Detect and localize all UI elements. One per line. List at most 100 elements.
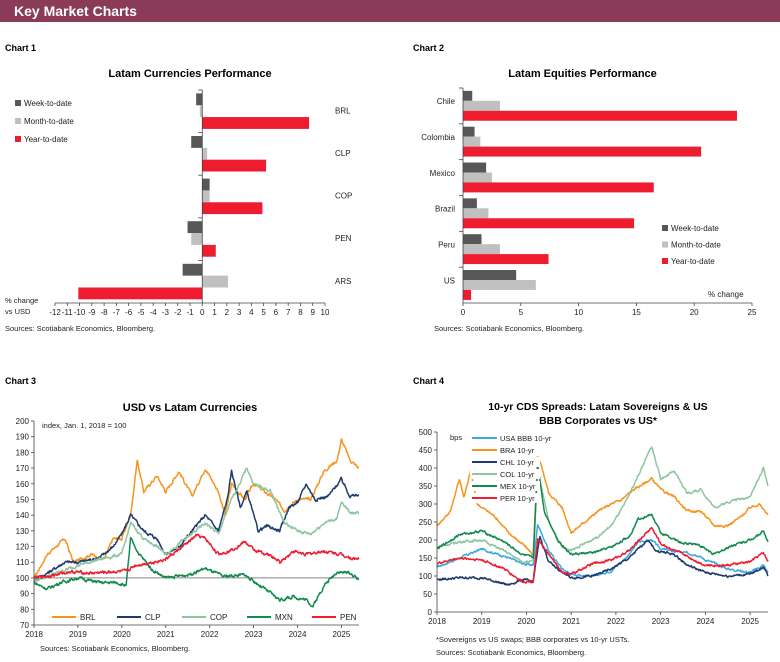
legend-bg [470,457,540,467]
footnote: *Sovereigns vs US swaps; BBB corporates … [436,635,629,644]
x-tick-label: 2022 [607,617,625,626]
legend-bg [470,481,540,491]
series-line-mxn [33,536,360,608]
x-tick-label: 1 [212,308,217,317]
x-tick-label: 2024 [289,630,307,639]
x-tick-label: 25 [748,308,757,317]
x-tick-label: 10 [321,308,330,317]
x-tick-label: 2023 [652,617,670,626]
x-tick-label: 0 [461,308,466,317]
legend-swatch [662,225,668,231]
legend-label: USA BBB 10-yr [500,434,552,443]
bar-clp-week-to-date [191,136,203,148]
y-tick-label: 450 [419,446,433,455]
chart-4-label: Chart 4 [413,376,445,386]
y-tick-label: 200 [419,536,433,545]
source-note: Sources: Scotiabank Economics, Bloomberg… [436,648,586,657]
x-tick-label: -7 [113,308,121,317]
chart-title-line-1: 10-yr CDS Spreads: Latam Sovereigns & US [488,401,707,413]
x-tick-label: 7 [286,308,291,317]
category-label: COP [335,192,352,201]
bar-brl-year-to-date [202,117,310,129]
x-tick-label: -5 [137,308,145,317]
legend-swatch [662,258,668,264]
x-axis-label: % change [708,290,744,299]
legend-bg [470,493,540,503]
y-tick-label: 150 [419,554,433,563]
x-tick-label: 2025 [741,617,759,626]
series-line-mex-10-yr [436,463,769,559]
bar-brl-week-to-date [196,93,203,106]
x-tick-label: 2019 [473,617,491,626]
category-label: Chile [437,97,456,106]
category-label: Colombia [421,133,455,142]
category-label: Mexico [430,169,456,178]
category-label: ARS [335,277,351,286]
legend-label: Week-to-date [671,224,719,233]
x-tick-label: 20 [690,308,699,317]
y-tick-label: 350 [419,482,433,491]
bar-peru-year-to-date [463,254,549,265]
x-tick-label: -1 [186,308,194,317]
y-tick-label: 150 [16,495,30,504]
y-tick-label: 80 [20,605,29,614]
y-tick-label: 50 [423,590,432,599]
y-tick-label: 160 [16,480,30,489]
legend-label: BRL [80,613,96,622]
bar-us-month-to-date [463,279,536,290]
y-tick-label: 90 [20,590,29,599]
category-label: BRL [335,106,351,115]
legend-label: PER 10-yr [500,494,535,503]
x-tick-label: -6 [125,308,133,317]
bar-cop-year-to-date [202,202,263,215]
legend-label: MEX 10-yr [500,482,536,491]
x-tick-label: 2023 [245,630,263,639]
series-line-per-10-yr [436,526,769,584]
bar-cop-month-to-date [202,190,210,203]
source-note: Sources: Scotiabank Economics, Bloomberg… [40,644,190,653]
chart-note: index, Jan. 1, 2018 = 100 [42,421,126,430]
x-tick-label: -2 [174,308,182,317]
bar-colombia-month-to-date [463,136,481,147]
x-tick-label: -10 [74,308,86,317]
source-note: Sources: Scotiabank Economics, Bloomberg… [5,324,155,333]
legend-label: CLP [145,613,161,622]
x-tick-label: 2020 [518,617,536,626]
series-line-cop [33,467,360,583]
y-tick-label: 250 [419,518,433,527]
legend-label: COP [210,613,227,622]
category-label: Brazil [435,205,455,214]
legend-label: BRA 10-yr [500,446,535,455]
x-tick-label: 5 [261,308,266,317]
bar-us-week-to-date [463,270,517,280]
y-tick-label: 0 [428,608,433,617]
x-tick-label: -4 [150,308,158,317]
bar-ars-month-to-date [202,275,229,288]
y-tick-label: 140 [16,511,30,520]
x-tick-label: 2025 [333,630,351,639]
bar-chile-month-to-date [463,100,500,111]
bar-pen-month-to-date [191,233,203,245]
bar-ars-week-to-date [182,263,203,276]
bar-brazil-week-to-date [463,198,477,209]
bar-mexico-month-to-date [463,172,492,183]
bar-peru-week-to-date [463,234,482,245]
legend-label: Year-to-date [24,135,68,144]
x-tick-label: -12 [49,308,61,317]
y-tick-label: 100 [419,572,433,581]
chart-title: USD vs Latam Currencies [123,402,258,414]
bar-chile-week-to-date [463,90,473,101]
series-line-brl [33,438,360,578]
series-line-chl-10-yr [436,535,769,586]
x-tick-label: 2024 [696,617,714,626]
bar-pen-week-to-date [187,221,203,234]
bar-mexico-year-to-date [463,182,654,193]
y-tick-label: 130 [16,527,30,536]
page-title: Key Market Charts [14,3,137,19]
x-tick-label: -3 [162,308,170,317]
y-tick-label: 400 [419,464,433,473]
x-tick-label: 4 [249,308,254,317]
x-tick-label: 2020 [113,630,131,639]
y-axis-unit-label: bps [450,433,462,442]
